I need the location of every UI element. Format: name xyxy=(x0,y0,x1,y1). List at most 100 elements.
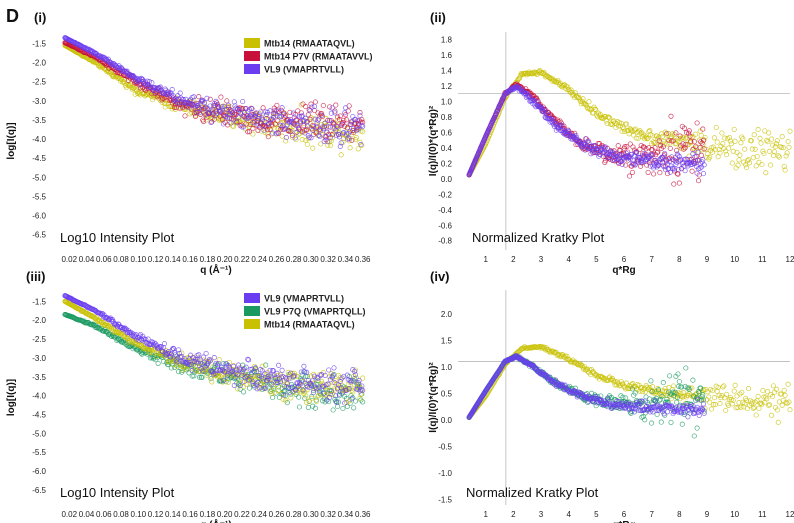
data-point xyxy=(196,110,203,116)
data-point xyxy=(289,119,295,125)
data-point xyxy=(248,372,254,378)
data-point xyxy=(218,117,224,123)
data-point xyxy=(683,141,689,147)
data-point xyxy=(305,112,311,118)
data-point xyxy=(333,102,339,108)
data-point xyxy=(781,163,787,169)
data-point xyxy=(350,389,356,395)
data-point xyxy=(359,142,365,149)
data-point xyxy=(767,402,773,408)
data-point xyxy=(269,122,275,128)
data-point xyxy=(162,104,168,110)
data-point xyxy=(639,159,645,165)
data-point xyxy=(604,154,611,160)
data-point xyxy=(166,358,172,364)
x-tick-label: 10 xyxy=(730,510,739,519)
data-point xyxy=(296,380,303,386)
data-point xyxy=(695,149,701,155)
data-point xyxy=(328,138,334,144)
x-tick-label: 0.34 xyxy=(338,255,354,264)
data-point xyxy=(303,115,309,121)
data-point xyxy=(707,154,713,160)
data-point xyxy=(351,378,357,384)
data-point xyxy=(189,373,195,379)
data-point xyxy=(207,96,213,102)
data-point xyxy=(199,374,205,380)
data-point xyxy=(238,367,244,373)
data-point xyxy=(759,161,765,168)
data-point xyxy=(632,390,638,396)
data-point xyxy=(769,394,776,400)
y-tick-label: -0.6 xyxy=(438,221,452,230)
data-point xyxy=(500,97,506,103)
data-point xyxy=(186,362,192,368)
data-point xyxy=(303,393,309,399)
data-point xyxy=(522,344,528,350)
data-point xyxy=(717,150,723,156)
data-point xyxy=(585,138,591,145)
data-point xyxy=(283,135,289,141)
data-point xyxy=(647,385,653,391)
data-point xyxy=(553,121,559,127)
data-point xyxy=(572,388,578,394)
data-point xyxy=(246,114,252,120)
data-point xyxy=(121,326,127,332)
legend-swatch xyxy=(244,306,260,316)
data-point xyxy=(680,134,686,140)
data-point xyxy=(731,126,737,132)
y-axis-label: log[I(q)] xyxy=(6,379,17,416)
data-point xyxy=(351,405,357,411)
data-point xyxy=(201,118,207,124)
data-point xyxy=(347,145,353,151)
data-point xyxy=(712,147,718,153)
data-point xyxy=(349,137,355,143)
data-point xyxy=(635,135,641,142)
data-point xyxy=(764,396,770,402)
x-tick-label: 7 xyxy=(649,510,654,519)
data-point xyxy=(642,417,648,423)
data-point xyxy=(319,113,326,119)
y-tick-label: -1.5 xyxy=(32,297,46,306)
y-tick-label: -2.0 xyxy=(32,59,46,68)
data-point xyxy=(667,169,673,175)
data-point xyxy=(263,385,269,391)
data-point xyxy=(777,143,783,149)
data-point xyxy=(235,114,242,120)
data-point xyxy=(201,100,207,106)
data-point xyxy=(631,132,637,138)
data-point xyxy=(622,144,628,150)
data-point xyxy=(712,402,718,408)
data-point xyxy=(714,139,720,145)
data-point xyxy=(166,103,172,110)
data-point xyxy=(756,405,762,412)
data-point xyxy=(196,105,202,111)
x-tick-label: 0.24 xyxy=(251,510,267,519)
data-point xyxy=(232,375,238,381)
data-point xyxy=(312,99,318,105)
x-tick-label: 0.22 xyxy=(234,510,250,519)
data-point xyxy=(711,395,717,401)
data-point xyxy=(278,107,284,113)
data-point xyxy=(279,367,285,373)
data-point xyxy=(728,141,734,147)
data-point xyxy=(654,150,660,156)
data-point xyxy=(270,130,276,136)
x-tick-label: 0.14 xyxy=(165,255,181,264)
data-point xyxy=(246,106,253,113)
legend-label: VL9 (VMAPRTVLL) xyxy=(264,65,344,75)
data-point xyxy=(245,356,251,362)
x-tick-label: 0.16 xyxy=(182,510,198,519)
data-point xyxy=(152,85,158,91)
data-point xyxy=(611,118,617,124)
x-tick-label: 6 xyxy=(622,255,627,264)
data-point xyxy=(206,110,212,116)
data-point xyxy=(239,124,245,130)
data-point xyxy=(267,108,273,114)
data-point xyxy=(656,134,662,140)
data-point xyxy=(196,374,203,380)
data-point xyxy=(313,386,319,392)
data-point xyxy=(744,397,750,403)
data-point xyxy=(765,139,771,145)
data-point xyxy=(271,372,277,378)
data-point xyxy=(276,387,282,393)
